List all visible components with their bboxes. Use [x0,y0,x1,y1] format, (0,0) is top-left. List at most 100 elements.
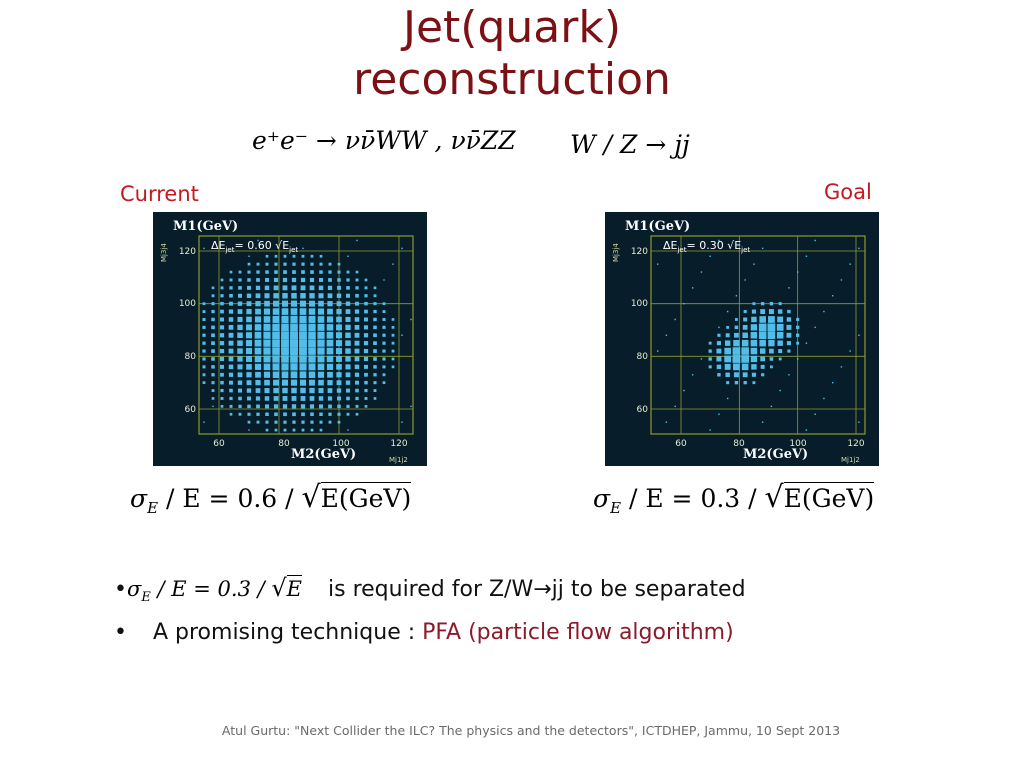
event-marker [328,278,332,282]
event-marker [263,355,271,363]
event-marker [741,363,749,371]
event-marker [768,339,775,347]
event-marker [202,333,206,337]
x-tick-label: 60 [213,439,225,449]
event-marker [292,420,296,424]
event-marker [364,286,368,290]
event-marker [290,355,298,363]
title-line-1: Jet(quark) [403,2,621,53]
event-marker [318,300,324,307]
bullet-highlight: PFA (particle flow algorithm) [422,620,734,645]
event-marker [255,285,261,290]
event-marker [796,358,799,360]
event-marker [778,349,783,354]
event-marker [355,278,359,282]
event-marker [788,287,790,289]
event-marker [229,278,233,282]
event-marker [299,379,307,386]
event-marker [229,301,233,306]
event-marker [220,294,224,298]
event-marker [345,340,351,346]
event-marker [256,270,260,274]
event-marker [228,325,234,330]
event-marker [709,255,711,257]
event-marker [326,355,334,363]
event-marker [759,339,766,347]
event-marker [254,331,262,339]
event-marker [769,357,774,361]
event-marker [308,308,316,315]
event-marker [220,301,224,306]
event-marker [228,364,234,370]
event-marker [247,404,251,409]
event-marker [257,239,259,242]
event-marker [382,357,386,361]
event-marker [299,371,307,379]
plot-frame [198,235,414,435]
event-marker [336,293,342,298]
x-tick-label: 100 [332,439,349,449]
event-marker [272,315,280,323]
event-marker [290,308,298,315]
event-marker [310,254,314,258]
event-marker [805,342,808,344]
event-marker [364,388,368,393]
plot-markers [656,239,860,431]
event-marker [691,287,694,289]
y-axis-title: M1(GeV) [625,219,690,234]
event-marker [327,285,333,290]
event-marker [759,316,766,323]
event-marker [220,405,224,408]
event-marker [299,347,307,355]
event-marker [858,334,860,336]
event-marker [327,396,333,401]
event-marker [282,285,288,291]
event-marker [202,325,206,329]
event-marker [726,310,729,313]
event-marker [290,323,298,332]
event-marker [336,324,342,331]
event-marker [337,285,341,290]
event-marker [346,293,350,298]
event-marker [247,262,251,266]
event-marker [337,396,341,401]
event-marker [347,429,349,431]
event-marker [761,302,765,306]
event-marker [326,331,334,339]
event-marker [291,277,297,283]
event-marker [345,372,351,378]
event-marker [274,428,278,432]
event-marker [760,364,765,369]
event-marker [265,412,269,416]
event-marker [282,404,288,409]
event-marker [768,309,774,315]
event-marker [211,286,215,290]
event-marker [345,324,351,331]
event-marker [317,308,325,315]
event-marker [300,404,306,409]
event-marker [364,364,368,369]
event-marker [281,323,289,332]
event-marker [299,339,307,348]
event-marker [219,341,225,346]
event-marker [346,286,350,290]
event-marker [202,302,206,306]
event-marker [356,239,358,242]
event-marker [354,325,360,330]
event-marker [319,254,323,258]
event-marker [237,372,243,378]
bullet-text: is required for Z/W→jj to be separated [328,577,746,602]
event-marker [256,404,260,409]
event-marker [211,302,215,306]
event-marker [383,279,385,281]
event-marker [674,405,676,408]
event-marker [724,340,731,346]
event-marker [751,372,756,377]
event-marker [238,270,242,274]
event-marker [373,309,377,314]
resolution-formula-goal: σE / E = 0.3 / √E(GeV) [593,480,875,517]
resolution-label: ΔEjet= 0.60 √Ejet [211,239,298,254]
event-marker [327,308,333,315]
event-marker [265,277,269,282]
event-marker [211,381,215,385]
